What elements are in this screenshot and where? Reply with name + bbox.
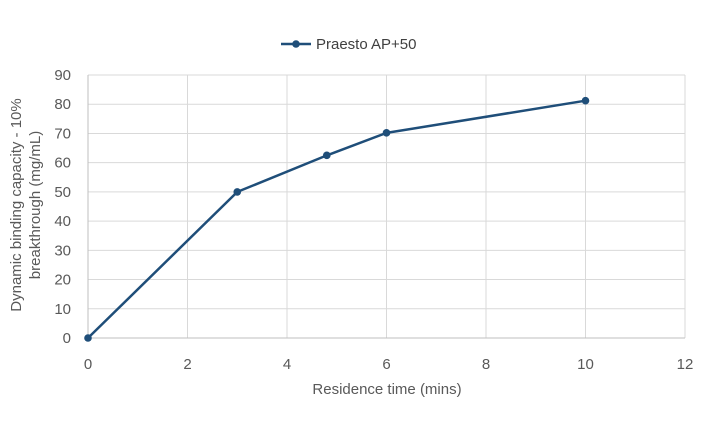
tick-labels: 0 10 20 30 40 50 60 70 80 90 0 2 4 6 8 10 12 [54,67,693,373]
y-tick-label: 40 [54,213,71,230]
gridlines [88,74,686,338]
series-layer [84,96,590,342]
y-axis-title: Dynamic binding capacity - 10% breakthro… [8,98,44,311]
y-axis-title-line-2: breakthrough (mg/mL) [27,131,44,279]
legend-label: Praesto AP+50 [316,36,417,53]
x-tick-label: 0 [84,356,92,373]
data-point [233,188,242,196]
y-tick-label: 90 [54,67,71,84]
x-tick-label: 12 [677,356,694,373]
y-tick-label: 0 [63,330,71,347]
legend: Praesto AP+50 [281,36,417,53]
y-tick-label: 50 [54,184,71,201]
y-tick-label: 20 [54,272,71,289]
legend-swatch-marker [292,40,300,48]
axes [87,75,685,339]
data-point [323,151,331,160]
y-tick-label: 60 [54,155,71,172]
x-tick-label: 10 [577,356,594,373]
series-line [87,99,586,339]
data-point [382,129,391,137]
y-tick-label: 80 [54,96,71,113]
x-tick-label: 2 [183,356,191,373]
y-tick-label: 30 [54,242,71,259]
y-axis-title-line-1: Dynamic binding capacity - 10% [8,98,25,311]
x-axis-title: Residence time (mins) [312,381,461,398]
data-point [581,96,590,105]
y-tick-label: 10 [54,301,71,318]
data-point [84,334,92,342]
x-tick-label: 6 [382,356,390,373]
y-tick-label: 70 [54,125,71,142]
x-tick-label: 4 [283,356,291,373]
x-tick-label: 8 [482,356,490,373]
